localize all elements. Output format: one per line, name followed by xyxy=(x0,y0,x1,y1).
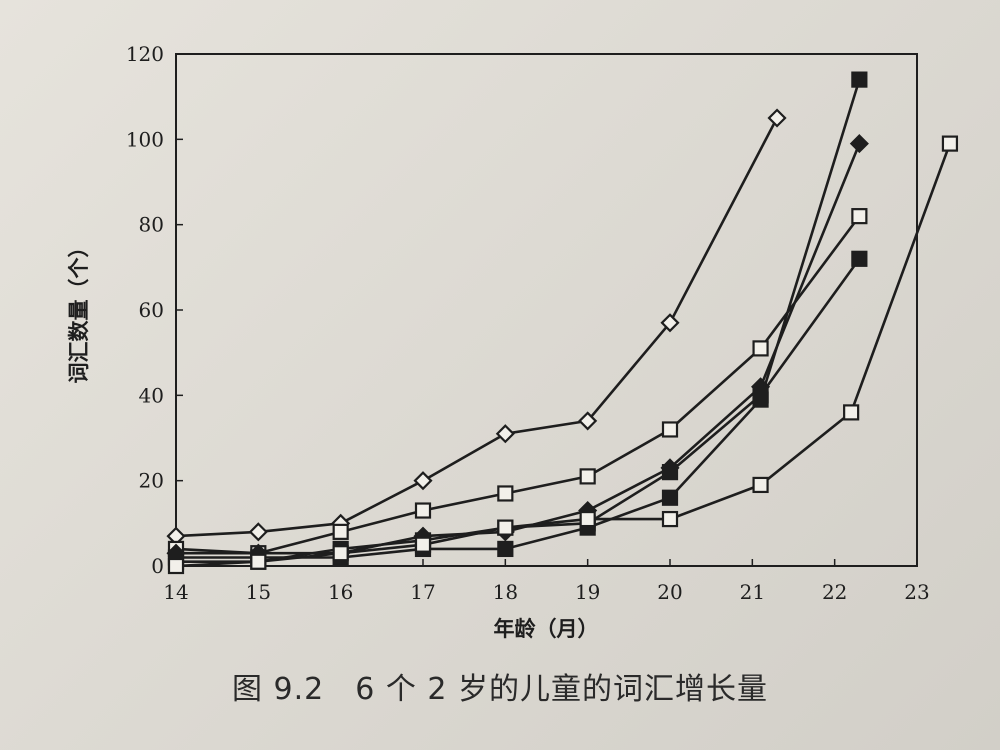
y-tick-label: 80 xyxy=(139,213,164,237)
series-6 xyxy=(167,135,959,575)
x-tick-label: 16 xyxy=(328,580,353,604)
x-axis: 14 15 16 17 18 19 20 21 22 23 xyxy=(163,559,930,604)
data-point xyxy=(849,134,869,154)
data-point xyxy=(851,208,868,225)
plot-frame xyxy=(175,53,918,567)
y-axis: 0 20 40 60 80 100 120 xyxy=(126,42,183,578)
data-point xyxy=(497,540,514,558)
data-point xyxy=(767,108,787,128)
series-1 xyxy=(166,108,787,546)
data-point xyxy=(579,468,596,485)
series-line xyxy=(175,143,952,568)
y-tick-label: 20 xyxy=(139,469,164,493)
x-tick-label: 17 xyxy=(410,580,435,604)
x-tick-label: 14 xyxy=(163,580,188,604)
y-tick-label: 60 xyxy=(139,298,164,322)
data-point xyxy=(497,519,514,536)
data-point xyxy=(332,523,349,540)
x-tick-label: 23 xyxy=(904,580,929,604)
data-point xyxy=(941,135,959,152)
data-point xyxy=(660,313,680,333)
data-point xyxy=(851,250,868,267)
data-point xyxy=(661,489,679,506)
data-point xyxy=(752,340,769,357)
data-point xyxy=(851,71,868,88)
series-line xyxy=(176,258,861,564)
figure-caption: 图 9.2 6 个 2 岁的儿童的词汇增长量 xyxy=(231,672,769,707)
series-layer xyxy=(166,71,959,575)
x-tick-label: 19 xyxy=(575,580,600,604)
data-point xyxy=(752,476,769,494)
data-point xyxy=(414,536,432,553)
y-tick-label: 40 xyxy=(139,383,164,407)
data-point xyxy=(578,411,598,431)
x-tick-label: 21 xyxy=(740,580,765,604)
x-tick-label: 15 xyxy=(246,580,271,604)
data-point xyxy=(414,502,432,519)
data-point xyxy=(413,471,433,491)
data-point xyxy=(248,522,268,542)
data-point xyxy=(752,387,769,404)
x-tick-label: 22 xyxy=(822,580,847,604)
series-5 xyxy=(167,250,868,570)
y-tick-label: 120 xyxy=(126,42,164,66)
data-point xyxy=(250,553,267,570)
data-point xyxy=(661,421,679,438)
data-point xyxy=(843,404,860,421)
x-tick-label: 20 xyxy=(657,580,682,604)
data-point xyxy=(661,464,679,481)
x-tick-label: 18 xyxy=(493,580,518,604)
data-point xyxy=(579,510,596,528)
x-axis-title: 年龄（月） xyxy=(494,617,599,641)
data-point xyxy=(497,485,514,502)
y-axis-title: 词汇数量（个） xyxy=(67,237,91,384)
y-tick-label: 0 xyxy=(151,554,164,578)
data-point xyxy=(167,557,185,575)
y-tick-label: 100 xyxy=(126,127,164,151)
data-point xyxy=(332,545,349,562)
data-point xyxy=(495,424,515,444)
data-point xyxy=(661,510,679,528)
series-line xyxy=(175,117,779,538)
